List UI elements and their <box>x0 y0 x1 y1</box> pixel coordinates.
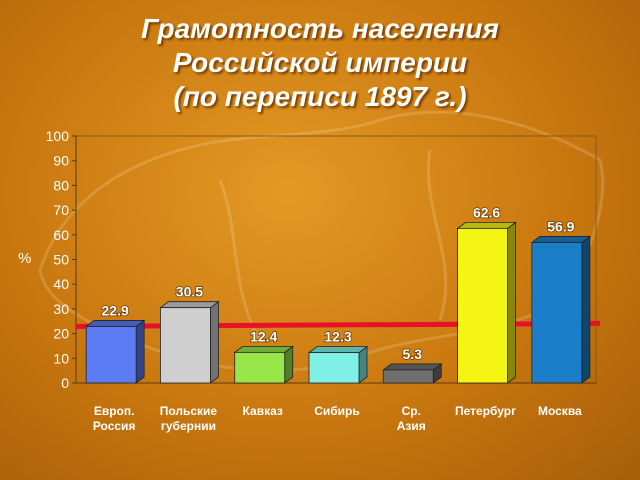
data-label: 12.4 <box>250 328 277 344</box>
bar-group: 62.6 Петербург <box>455 204 517 418</box>
x-tick-label: Азия <box>397 419 426 433</box>
x-tick-label: Европ. <box>94 404 135 418</box>
y-tick-label: 100 <box>46 128 70 144</box>
chart-title-line-3: (по переписи 1897 г.) <box>173 81 467 112</box>
bar-group: 5.3 Ср.Азия <box>382 345 443 433</box>
bar-top <box>307 346 369 354</box>
bar-side <box>210 300 219 384</box>
chart-title-line-2: Российской империи <box>172 47 468 78</box>
data-label: 12.3 <box>324 329 351 345</box>
data-label: 56.9 <box>547 218 574 234</box>
data-label: 22.9 <box>102 302 129 318</box>
plot-area <box>75 135 597 384</box>
bar <box>531 242 583 384</box>
x-tick-label: Польские <box>160 404 218 418</box>
x-tick-label: Сибирь <box>314 404 360 418</box>
x-tick-label: Ср. <box>402 404 421 418</box>
bar <box>308 352 360 384</box>
bar <box>382 369 434 384</box>
y-tick-label: 0 <box>61 375 69 391</box>
bar-top <box>233 345 294 353</box>
y-tick-label: 60 <box>53 227 69 243</box>
y-tick-label: 30 <box>53 301 69 317</box>
bar-top <box>159 301 220 309</box>
bar-top <box>456 221 517 229</box>
y-tick-label: 10 <box>53 350 69 366</box>
bar-group: 12.3 Сибирь <box>307 328 369 418</box>
data-label: 30.5 <box>176 284 203 300</box>
data-label: 5.3 <box>403 346 423 362</box>
y-tick-label: 20 <box>53 326 69 342</box>
y-tick-label: 80 <box>53 177 69 193</box>
bar-top <box>84 320 146 327</box>
y-tick-label: 50 <box>53 252 69 268</box>
reference-line <box>75 320 601 329</box>
bar-side <box>135 319 145 384</box>
bar-side <box>507 221 516 384</box>
y-tick-label: 40 <box>53 276 69 292</box>
chart-title-line-1: Грамотность населения <box>141 13 499 44</box>
x-tick-label: Россия <box>93 419 136 433</box>
x-tick-label: губернии <box>161 419 216 433</box>
y-axis-label: % <box>18 250 31 267</box>
bar <box>160 307 211 384</box>
x-tick-label: Петербург <box>455 404 516 418</box>
bar-group: 12.4 Кавказ <box>233 328 294 418</box>
y-tick-label: 90 <box>53 153 69 169</box>
bar <box>85 326 137 384</box>
bar-top <box>382 363 443 371</box>
bar-group: 22.9 Европ.Россия <box>84 302 146 433</box>
bar-group: 56.9 Москва <box>530 218 592 418</box>
bar <box>234 351 286 384</box>
bar-side <box>581 235 591 384</box>
x-tick-label: Кавказ <box>243 404 283 418</box>
x-tick-label: Москва <box>538 404 582 418</box>
chart-title: Грамотность населения Российской империи… <box>0 12 640 114</box>
y-tick-label: 70 <box>53 202 69 218</box>
data-label: 62.6 <box>473 204 500 220</box>
bar-top <box>530 236 592 243</box>
bar <box>457 227 508 384</box>
